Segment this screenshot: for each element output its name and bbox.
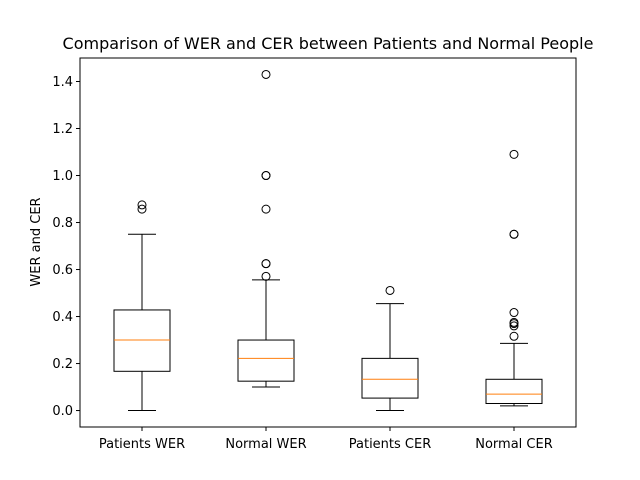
y-tick-label: 1.2 <box>52 122 73 137</box>
outlier-point <box>261 259 271 269</box>
x-tick-label: Normal CER <box>475 437 553 452</box>
box-iqr <box>485 378 543 404</box>
outlier-point <box>261 171 271 181</box>
outlier-point <box>261 69 271 79</box>
outlier-point <box>385 285 395 295</box>
box-iqr <box>237 339 295 382</box>
y-tick-label: 1.4 <box>52 75 73 90</box>
y-tick-label: 0.2 <box>52 357 73 372</box>
y-tick-label: 0.0 <box>52 404 73 419</box>
y-tick-label: 0.8 <box>52 216 73 231</box>
outlier-point <box>509 229 519 239</box>
box-iqr <box>361 357 419 399</box>
box-iqr <box>113 309 171 372</box>
outlier-point <box>137 204 147 214</box>
y-tick-label: 0.4 <box>52 310 73 325</box>
chart-title: Comparison of WER and CER between Patien… <box>63 34 594 53</box>
outlier-point <box>509 149 519 159</box>
y-tick-label: 1.0 <box>52 169 73 184</box>
outlier-point <box>261 204 271 214</box>
outlier-point <box>261 271 271 281</box>
x-tick-label: Normal WER <box>225 437 306 452</box>
y-tick-label: 0.6 <box>52 263 73 278</box>
outlier-point <box>509 331 519 341</box>
outlier-point <box>509 308 519 318</box>
y-axis-label: WER and CER <box>29 197 44 286</box>
outlier-point <box>137 200 147 210</box>
x-tick-label: Patients WER <box>99 437 185 452</box>
x-tick-label: Patients CER <box>349 437 432 452</box>
outlier-point <box>509 317 519 327</box>
plot-frame <box>79 57 577 428</box>
outlier-point <box>509 321 519 331</box>
plot-area: 0.0 0.2 0.4 0.6 0.8 1.0 1.2 1.4 Patients WER Norm… <box>52 69 553 452</box>
